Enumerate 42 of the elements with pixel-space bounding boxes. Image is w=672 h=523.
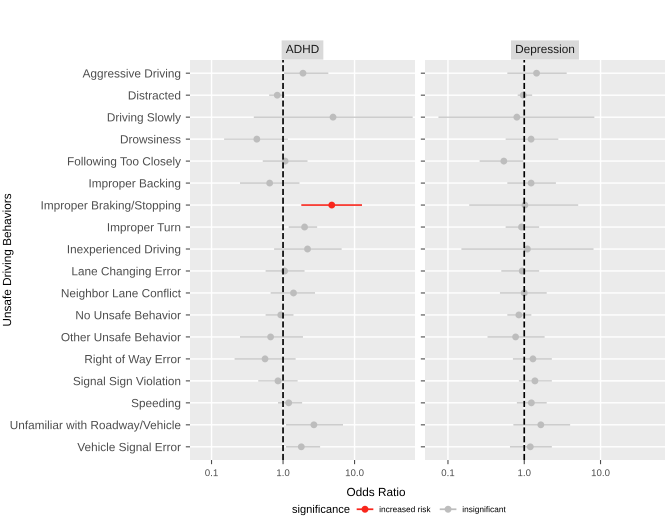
y-tick-label: Neighbor Lane Conflict xyxy=(62,288,181,300)
point xyxy=(513,114,520,121)
y-tick-label: Aggressive Driving xyxy=(82,68,180,80)
chart-title: ADHD xyxy=(286,44,319,54)
y-tick-label: Drowsiness xyxy=(120,134,181,144)
x-tick-label: 10.0 xyxy=(592,469,610,476)
y-tick-label: Other Unsafe Behavior xyxy=(61,332,181,342)
legend-label: increased risk xyxy=(380,506,431,512)
x-tick-label: 1.0 xyxy=(277,469,290,476)
point xyxy=(526,443,534,450)
x-tick-label: 10.0 xyxy=(346,469,364,476)
x-tick-label: 0.1 xyxy=(442,469,454,476)
y-tick-label: Following Too Closely xyxy=(68,156,181,168)
y-tick-label: No Unsafe Behavior xyxy=(76,310,181,320)
y-tick-label: Driving Slowly xyxy=(108,112,181,124)
point xyxy=(531,377,538,384)
point xyxy=(529,355,536,362)
x-tick-label: 0.1 xyxy=(205,469,218,476)
y-tick-label: Signal Sign Violation xyxy=(73,376,180,388)
y-tick-label: Vehicle Signal Error xyxy=(77,442,181,454)
point xyxy=(512,333,520,340)
y-tick-label: Distracted xyxy=(128,90,180,100)
y-tick-label: Improper Braking/Stopping xyxy=(42,200,180,212)
x-axis-title: Odds Ratio xyxy=(347,487,406,496)
y-tick-label: Right of Way Error xyxy=(85,354,181,366)
y-tick-label: Lane Changing Error xyxy=(72,266,181,278)
legend-label: insignificant xyxy=(462,506,506,514)
point xyxy=(515,311,522,318)
y-tick-label: Improper Turn xyxy=(108,223,180,234)
point xyxy=(528,136,535,143)
legend-title: significance xyxy=(292,504,350,516)
y-tick-label: Speeding xyxy=(132,398,180,410)
point xyxy=(528,399,535,406)
point xyxy=(533,70,540,77)
point xyxy=(524,246,531,252)
x-tick-label: 1.0 xyxy=(518,469,531,476)
y-tick-label: Unfamiliar with Roadway/Vehicle xyxy=(10,420,180,432)
y-tick-label: Inexperienced Driving xyxy=(68,244,180,256)
y-axis-title: Unsafe Driving Behaviors xyxy=(2,194,14,326)
chart-title: Depression xyxy=(516,44,574,56)
y-tick-label: Improper Backing xyxy=(90,178,180,190)
point xyxy=(528,180,535,187)
